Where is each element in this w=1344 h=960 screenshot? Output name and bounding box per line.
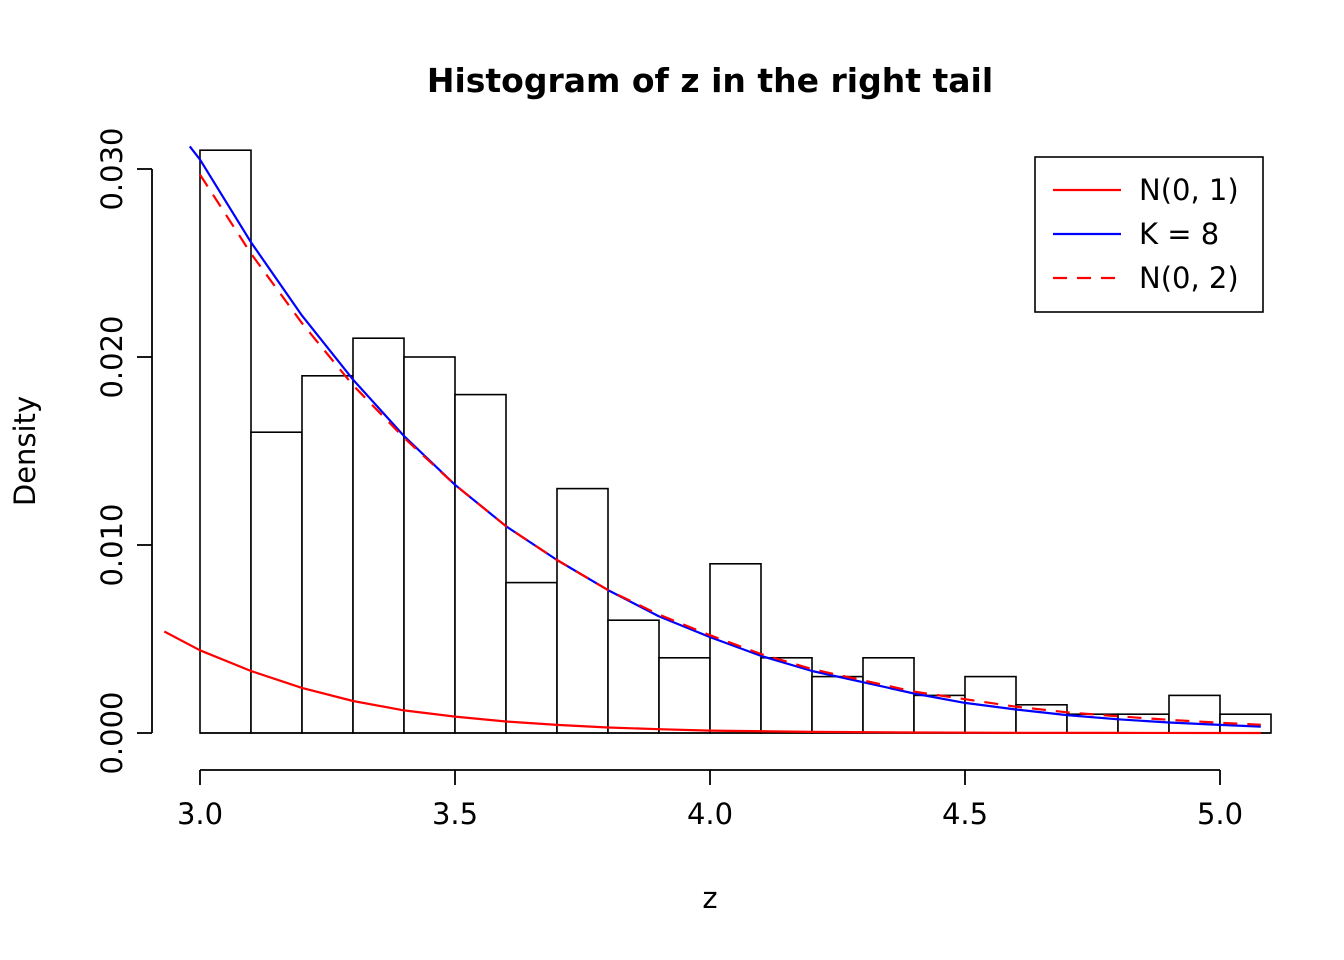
y-axis-title: Density — [8, 396, 42, 506]
chart-title: Histogram of z in the right tail — [427, 61, 993, 100]
curve-n-0-2- — [199, 174, 1261, 726]
histogram-bar — [250, 431, 303, 734]
curve-k-8 — [188, 145, 1261, 728]
y-tick-label: 0.020 — [95, 315, 129, 398]
histogram-bar — [301, 374, 354, 734]
x-axis-title: z — [702, 881, 717, 915]
x-tick-label: 4.0 — [687, 797, 733, 831]
legend-label: N(0, 2) — [1139, 261, 1239, 295]
legend-label: N(0, 1) — [1139, 173, 1239, 207]
x-tick-label: 4.5 — [942, 797, 988, 831]
histogram-bar — [199, 149, 252, 734]
legend: N(0, 1) K = 8 N(0, 2) — [1034, 156, 1264, 313]
legend-label: K = 8 — [1139, 217, 1219, 251]
x-tick-label: 5.0 — [1197, 797, 1243, 831]
histogram-bar — [454, 393, 507, 734]
y-tick-label: 0.030 — [95, 127, 129, 210]
histogram-bar — [709, 562, 762, 734]
axes-layer: 3.0 3.5 4.0 4.5 5.0 0.000 0.010 0.020 0.030 — [95, 127, 1243, 831]
x-tick-label: 3.5 — [432, 797, 478, 831]
histogram-bar — [556, 487, 609, 734]
histogram-bar — [1117, 713, 1170, 734]
density-curves-layer — [163, 145, 1261, 735]
histogram-bar — [607, 619, 660, 734]
x-tick-label: 3.0 — [177, 797, 223, 831]
histogram-bar — [403, 356, 456, 734]
histogram-bar — [352, 337, 405, 734]
histogram-bar — [505, 581, 558, 734]
histogram-bar — [862, 656, 915, 734]
histogram-bars-layer — [199, 149, 1272, 734]
histogram-bar — [760, 656, 813, 734]
curve-n-0-1- — [163, 630, 1261, 735]
histogram-bar — [811, 675, 864, 734]
y-tick-label: 0.000 — [95, 691, 129, 774]
histogram-bar — [658, 656, 711, 734]
histogram-bar — [1168, 694, 1221, 734]
y-tick-label: 0.010 — [95, 503, 129, 586]
